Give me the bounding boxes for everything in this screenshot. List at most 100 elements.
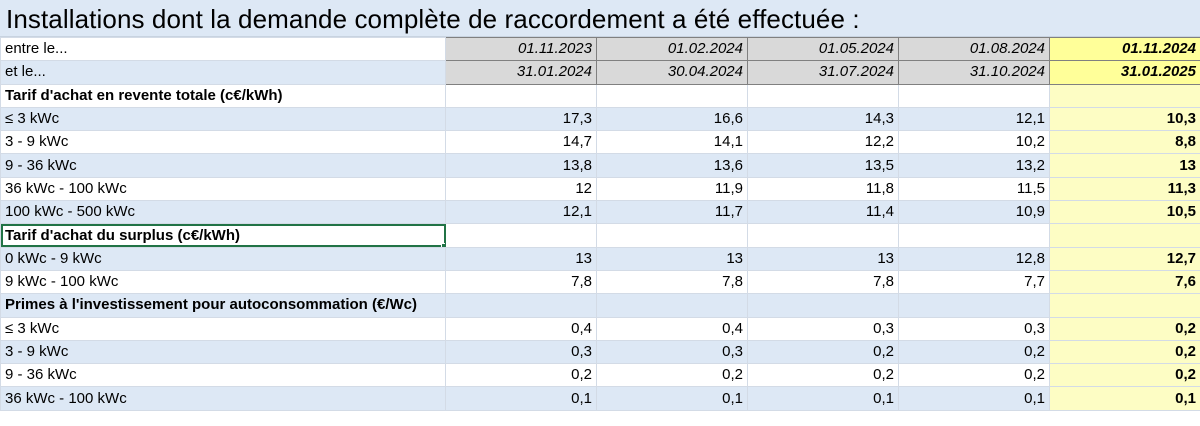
row-label[interactable]: 36 kWc - 100 kWc	[0, 386, 446, 411]
value-cell[interactable]: 14,7	[445, 130, 597, 155]
value-cell[interactable]: 0,2	[898, 339, 1050, 365]
fill-handle[interactable]	[441, 242, 445, 247]
table-cell[interactable]	[1049, 223, 1200, 248]
value-cell-current[interactable]: 10,3	[1049, 106, 1200, 132]
value-cell[interactable]: 12	[445, 176, 597, 202]
value-cell[interactable]: 14,3	[747, 106, 899, 132]
value-cell[interactable]: 14,1	[596, 130, 748, 155]
value-cell[interactable]: 13,6	[596, 153, 748, 178]
period-start-date-current[interactable]: 01.11.2024	[1049, 36, 1200, 62]
period-start-label[interactable]: entre le...	[0, 36, 446, 62]
value-cell[interactable]: 7,8	[596, 269, 748, 295]
period-start-date[interactable]: 01.02.2024	[596, 36, 748, 62]
value-cell[interactable]: 0,1	[898, 386, 1050, 411]
value-cell[interactable]: 13,2	[898, 153, 1050, 178]
table-cell[interactable]	[445, 293, 597, 318]
table-cell[interactable]	[898, 293, 1050, 318]
row-label[interactable]: 9 - 36 kWc	[0, 153, 446, 178]
period-end-date[interactable]: 31.01.2024	[445, 60, 597, 85]
value-cell[interactable]: 7,7	[898, 269, 1050, 295]
value-cell[interactable]: 0,1	[445, 386, 597, 411]
table-cell[interactable]	[898, 223, 1050, 248]
row-label[interactable]: ≤ 3 kWc	[0, 106, 446, 132]
value-cell[interactable]: 11,4	[747, 200, 899, 225]
value-cell[interactable]: 11,9	[596, 176, 748, 202]
period-end-date-current[interactable]: 31.01.2025	[1049, 60, 1200, 85]
value-cell-current[interactable]: 13	[1049, 153, 1200, 178]
period-start-date[interactable]: 01.08.2024	[898, 36, 1050, 62]
value-cell-current[interactable]: 0,1	[1049, 386, 1200, 411]
period-end-date[interactable]: 31.07.2024	[747, 60, 899, 85]
value-cell-current[interactable]: 8,8	[1049, 130, 1200, 155]
table-cell[interactable]	[747, 83, 899, 108]
row-label[interactable]: 9 kWc - 100 kWc	[0, 269, 446, 295]
value-cell[interactable]: 0,2	[898, 363, 1050, 388]
value-cell[interactable]: 11,5	[898, 176, 1050, 202]
value-cell[interactable]: 7,8	[445, 269, 597, 295]
row-label[interactable]: 0 kWc - 9 kWc	[0, 246, 446, 271]
table-cell[interactable]	[445, 223, 597, 248]
value-cell[interactable]: 13,5	[747, 153, 899, 178]
value-cell[interactable]: 16,6	[596, 106, 748, 132]
value-cell[interactable]: 12,1	[898, 106, 1050, 132]
value-cell[interactable]: 0,2	[596, 363, 748, 388]
value-cell-current[interactable]: 12,7	[1049, 246, 1200, 271]
period-end-date[interactable]: 30.04.2024	[596, 60, 748, 85]
value-cell[interactable]: 12,8	[898, 246, 1050, 271]
value-cell[interactable]: 0,1	[596, 386, 748, 411]
value-cell-current[interactable]: 11,3	[1049, 176, 1200, 202]
value-cell[interactable]: 10,2	[898, 130, 1050, 155]
value-cell-current[interactable]: 0,2	[1049, 363, 1200, 388]
value-cell[interactable]: 11,7	[596, 200, 748, 225]
value-cell[interactable]: 11,8	[747, 176, 899, 202]
value-cell[interactable]: 0,3	[898, 316, 1050, 341]
value-cell[interactable]: 0,3	[445, 339, 597, 365]
period-start-date[interactable]: 01.05.2024	[747, 36, 899, 62]
value-cell[interactable]: 0,2	[747, 363, 899, 388]
value-cell[interactable]: 0,1	[747, 386, 899, 411]
value-cell-current[interactable]: 7,6	[1049, 269, 1200, 295]
value-cell-current[interactable]: 0,2	[1049, 339, 1200, 365]
value-cell-current[interactable]: 0,2	[1049, 316, 1200, 341]
row-label[interactable]: 9 - 36 kWc	[0, 363, 446, 388]
row-label[interactable]: ≤ 3 kWc	[0, 316, 446, 341]
value-cell[interactable]: 13	[596, 246, 748, 271]
value-cell[interactable]: 0,3	[747, 316, 899, 341]
value-cell[interactable]: 13	[445, 246, 597, 271]
value-cell[interactable]: 0,3	[596, 339, 748, 365]
table-cell[interactable]	[747, 293, 899, 318]
value-cell[interactable]: 0,2	[747, 339, 899, 365]
period-end-date[interactable]: 31.10.2024	[898, 60, 1050, 85]
value-cell[interactable]: 7,8	[747, 269, 899, 295]
title-row[interactable]: Installations dont la demande complète d…	[0, 0, 1200, 37]
table-cell[interactable]	[747, 223, 899, 248]
value-cell[interactable]: 12,2	[747, 130, 899, 155]
value-cell[interactable]: 0,4	[596, 316, 748, 341]
section-title-selected-cell[interactable]: Tarif d'achat du surplus (c€/kWh)	[0, 223, 446, 248]
table-cell[interactable]	[445, 83, 597, 108]
row-label[interactable]: 100 kWc - 500 kWc	[0, 200, 446, 225]
table-cell[interactable]	[1049, 83, 1200, 108]
row-label[interactable]: 36 kWc - 100 kWc	[0, 176, 446, 202]
value-cell[interactable]: 12,1	[445, 200, 597, 225]
table-cell[interactable]	[1049, 293, 1200, 318]
table-cell[interactable]	[596, 83, 748, 108]
section-header-row: Primes à l'investissement pour autoconso…	[0, 293, 1200, 318]
value-cell[interactable]: 13	[747, 246, 899, 271]
value-cell-current[interactable]: 10,5	[1049, 200, 1200, 225]
value-cell[interactable]: 13,8	[445, 153, 597, 178]
period-start-date[interactable]: 01.11.2023	[445, 36, 597, 62]
table-cell[interactable]	[596, 293, 748, 318]
table-row: 36 kWc - 100 kWc 12 11,9 11,8 11,5 11,3	[0, 176, 1200, 202]
value-cell[interactable]: 0,2	[445, 363, 597, 388]
row-label[interactable]: 3 - 9 kWc	[0, 339, 446, 365]
value-cell[interactable]: 17,3	[445, 106, 597, 132]
table-cell[interactable]	[898, 83, 1050, 108]
value-cell[interactable]: 0,4	[445, 316, 597, 341]
table-cell[interactable]	[596, 223, 748, 248]
section-title[interactable]: Primes à l'investissement pour autoconso…	[0, 293, 446, 318]
section-title[interactable]: Tarif d'achat en revente totale (c€/kWh)	[0, 83, 446, 108]
row-label[interactable]: 3 - 9 kWc	[0, 130, 446, 155]
value-cell[interactable]: 10,9	[898, 200, 1050, 225]
period-end-label[interactable]: et le...	[0, 60, 446, 85]
